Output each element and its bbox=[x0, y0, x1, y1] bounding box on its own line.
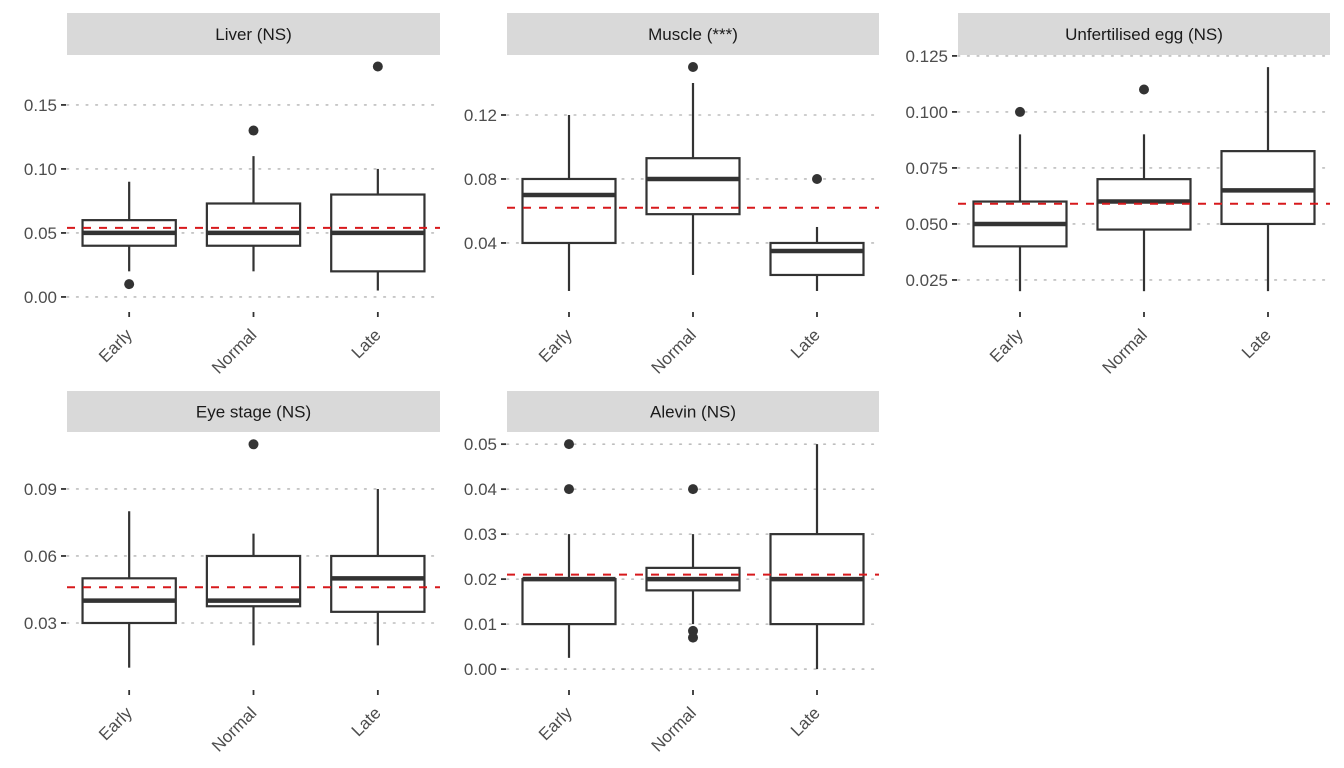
x-tick-label: Early bbox=[535, 703, 576, 744]
iqr-box bbox=[645, 157, 741, 216]
y-tick-label: 0.01 bbox=[464, 615, 497, 634]
x-tick-label: Late bbox=[787, 325, 824, 362]
y-tick-label: 0.02 bbox=[464, 570, 497, 589]
y-tick-label: 0.04 bbox=[464, 480, 497, 499]
y-tick-label: 0.00 bbox=[24, 288, 57, 307]
facet-strip bbox=[67, 391, 440, 432]
x-tick-label: Normal bbox=[648, 703, 700, 755]
outlier-point bbox=[1139, 84, 1149, 95]
box-early bbox=[521, 114, 617, 291]
outlier-point bbox=[248, 125, 259, 136]
x-tick-label: Early bbox=[95, 325, 136, 366]
x-tick-label: Normal bbox=[208, 703, 260, 755]
box-early bbox=[521, 439, 617, 658]
iqr-box bbox=[205, 202, 302, 247]
facet-strip bbox=[67, 13, 440, 55]
y-tick-label: 0.15 bbox=[24, 96, 57, 115]
box-normal bbox=[645, 484, 741, 643]
y-tick-label: 0.06 bbox=[24, 547, 57, 566]
y-tick-label: 0.12 bbox=[464, 106, 497, 125]
box-late bbox=[769, 444, 865, 670]
facet-panel: Liver (NS) 0.00 0.05 0.10 0.15 Early Normal Lat… bbox=[24, 13, 441, 378]
box-late bbox=[769, 173, 865, 291]
facet-title: Liver (NS) bbox=[215, 25, 292, 44]
x-tick-label: Early bbox=[95, 703, 136, 744]
box-normal bbox=[205, 439, 302, 646]
x-tick-label: Early bbox=[535, 325, 576, 366]
facet-title: Unfertilised egg (NS) bbox=[1065, 25, 1223, 44]
outlier-point bbox=[688, 632, 698, 643]
y-tick-label: 0.08 bbox=[464, 170, 497, 189]
facet-title: Eye stage (NS) bbox=[196, 403, 311, 422]
facet-panel: Alevin (NS) 0.00 0.01 0.02 0.03 0.04 0.05 Early… bbox=[464, 391, 880, 756]
facet-strip bbox=[507, 13, 879, 55]
box-late bbox=[330, 488, 426, 646]
y-tick-label: 0.10 bbox=[24, 160, 57, 179]
y-tick-label: 0.05 bbox=[464, 435, 497, 454]
box-normal bbox=[205, 125, 302, 272]
y-tick-label: 0.05 bbox=[24, 224, 57, 243]
y-tick-label: 0.00 bbox=[464, 660, 497, 679]
iqr-box bbox=[205, 554, 302, 608]
outlier-point bbox=[564, 439, 574, 450]
y-tick-label: 0.03 bbox=[24, 614, 57, 633]
y-tick-label: 0.04 bbox=[464, 234, 497, 253]
y-tick-label: 0.075 bbox=[905, 159, 948, 178]
box-early bbox=[972, 106, 1068, 292]
x-tick-label: Late bbox=[787, 703, 824, 740]
y-tick-label: 0.025 bbox=[905, 271, 948, 290]
box-late bbox=[330, 61, 426, 291]
x-tick-label: Late bbox=[1238, 325, 1275, 362]
facet-title: Alevin (NS) bbox=[650, 403, 736, 422]
iqr-box bbox=[521, 177, 617, 245]
iqr-box bbox=[769, 241, 865, 277]
outlier-point bbox=[564, 484, 574, 495]
outlier-point bbox=[372, 61, 383, 72]
box-normal bbox=[1096, 84, 1192, 292]
facet-strip bbox=[958, 13, 1330, 55]
facet-panel: Muscle (***) 0.04 0.08 0.12 Early Normal Late bbox=[464, 13, 880, 378]
facet-title: Muscle (***) bbox=[648, 25, 738, 44]
iqr-box bbox=[1096, 178, 1192, 231]
outlier-point bbox=[124, 279, 135, 290]
box-normal bbox=[645, 61, 741, 275]
iqr-box bbox=[330, 554, 426, 613]
y-tick-label: 0.050 bbox=[905, 215, 948, 234]
facet-strip bbox=[507, 391, 879, 432]
x-tick-label: Late bbox=[348, 703, 385, 740]
y-tick-label: 0.125 bbox=[905, 47, 948, 66]
outlier-point bbox=[812, 173, 822, 184]
x-tick-label: Normal bbox=[1099, 325, 1151, 377]
y-tick-label: 0.100 bbox=[905, 103, 948, 122]
box-early bbox=[81, 181, 177, 290]
outlier-point bbox=[1015, 106, 1025, 117]
x-tick-label: Normal bbox=[648, 325, 700, 377]
facet-panel: Eye stage (NS) 0.03 0.06 0.09 Early Normal Lat… bbox=[24, 391, 441, 756]
y-tick-label: 0.09 bbox=[24, 480, 57, 499]
x-tick-label: Early bbox=[986, 325, 1027, 366]
x-tick-label: Late bbox=[348, 325, 385, 362]
outlier-point bbox=[688, 61, 698, 72]
x-tick-label: Normal bbox=[208, 325, 260, 377]
outlier-point bbox=[248, 439, 259, 450]
box-late bbox=[1220, 67, 1316, 292]
iqr-box bbox=[1220, 150, 1316, 226]
box-early bbox=[81, 511, 177, 668]
y-tick-label: 0.03 bbox=[464, 525, 497, 544]
iqr-box bbox=[521, 578, 617, 626]
outlier-point bbox=[688, 484, 698, 495]
facet-panel: Unfertilised egg (NS) 0.025 0.050 0.075 0.10… bbox=[905, 13, 1331, 378]
